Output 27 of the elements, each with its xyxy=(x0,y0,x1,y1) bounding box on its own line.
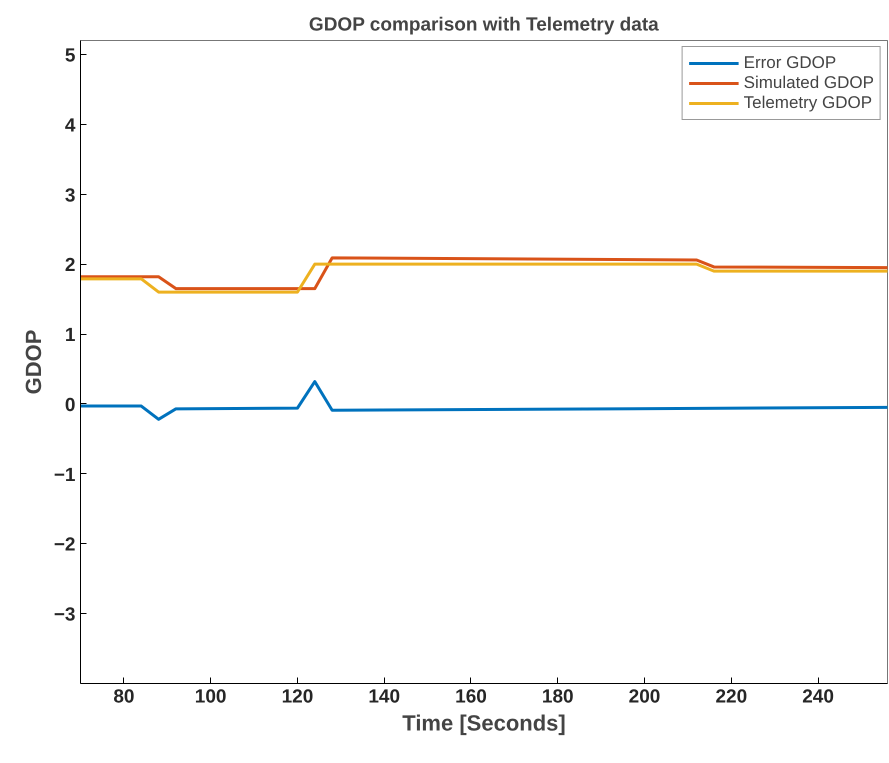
x-tick-label: 240 xyxy=(802,686,834,708)
y-tick-label: −3 xyxy=(54,604,76,626)
y-tick-label: 5 xyxy=(64,45,76,66)
legend-label: Error GDOP xyxy=(744,53,836,73)
legend-label: Simulated GDOP xyxy=(744,73,874,93)
legend-label: Telemetry GDOP xyxy=(744,93,872,113)
chart-title: GDOP comparison with Telemetry data xyxy=(308,14,660,36)
x-tick-label: 180 xyxy=(542,686,574,708)
x-tick-label: 160 xyxy=(455,686,487,708)
y-tick-label: 0 xyxy=(64,394,76,416)
line-series xyxy=(80,380,888,421)
y-tick-label: 1 xyxy=(64,325,76,346)
x-tick-label: 100 xyxy=(194,686,227,708)
line-series xyxy=(80,262,888,294)
y-tick-label: −2 xyxy=(54,534,76,556)
x-tick-label: 120 xyxy=(282,686,314,708)
y-tick-label: 4 xyxy=(64,115,76,136)
x-tick-label: 80 xyxy=(113,686,134,708)
x-tick-label: 220 xyxy=(715,686,748,708)
x-tick-label: 140 xyxy=(368,686,400,708)
x-tick-label: 200 xyxy=(628,686,660,708)
y-tick-label: 3 xyxy=(64,185,76,206)
x-axis-title: Time [Seconds] xyxy=(402,710,566,736)
y-tick-label: −1 xyxy=(54,464,76,486)
y-tick-label: 2 xyxy=(64,255,76,276)
line-series xyxy=(80,256,888,290)
y-axis-title: GDOP xyxy=(20,330,46,394)
